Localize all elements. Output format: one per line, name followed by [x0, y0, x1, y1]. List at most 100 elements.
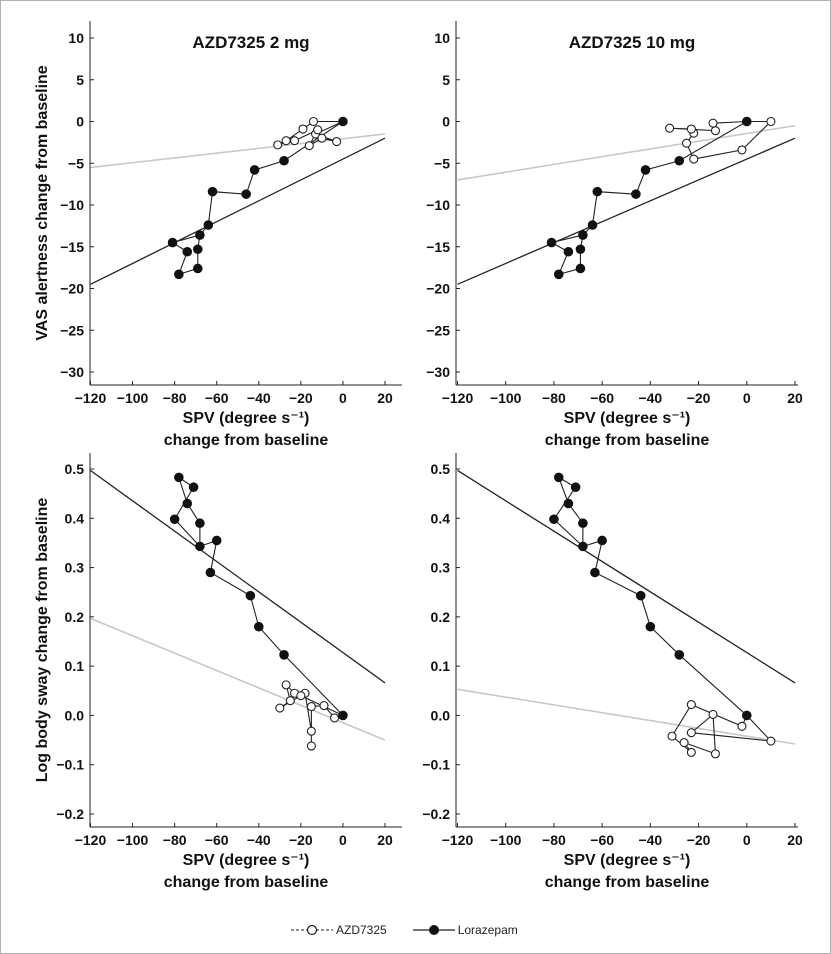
x-axis-label-line-2: change from baseline: [164, 874, 329, 891]
azd7325-point: [766, 736, 776, 746]
lorazepam-point: [174, 269, 184, 280]
lorazepam-point: [546, 237, 557, 248]
azd7325-point: [332, 136, 342, 147]
lorazepam-point: [279, 155, 289, 166]
lorazepam-point: [592, 186, 603, 197]
lorazepam-point: [645, 621, 656, 632]
y-tick-label: 5: [442, 72, 450, 88]
x-tick-label: −80: [163, 390, 187, 406]
regression-line-lorazepam: [457, 469, 796, 684]
x-tick-label: −100: [117, 390, 149, 406]
x-tick-label: −40: [638, 832, 662, 848]
azd7325-point: [686, 747, 696, 757]
x-tick-label: −40: [247, 390, 271, 406]
y-tick-label: 0.4: [431, 510, 451, 526]
lorazepam-point: [570, 482, 581, 493]
lorazepam-point: [578, 230, 588, 240]
y-tick-label: −5: [68, 155, 84, 171]
y-tick-label: 0: [76, 114, 84, 130]
x-tick-label: 0: [339, 832, 347, 848]
lorazepam-point: [211, 535, 222, 546]
azd7325-point: [317, 133, 327, 143]
lorazepam-point: [553, 269, 564, 280]
azd7325-point: [681, 138, 692, 148]
x-tick-label: 0: [339, 390, 347, 406]
legend-label-azd7325: AZD7325: [336, 923, 387, 937]
x-tick-label: −20: [687, 390, 711, 406]
y-tick-label: 0.1: [431, 658, 451, 674]
y-tick-label: −25: [60, 322, 84, 338]
azd7325-point: [306, 726, 316, 736]
x-axis-label: SPV (degree s⁻¹): [183, 410, 310, 427]
series-path-lorazepam: [553, 476, 748, 716]
regression-line-azd7325: [90, 617, 386, 741]
lorazepam-point: [182, 246, 193, 257]
x-tick-label: −20: [289, 390, 313, 406]
legend-item-azd7325: AZD7325: [291, 923, 387, 937]
regression-line-azd7325: [90, 133, 386, 169]
y-tick-label: 0.2: [431, 609, 451, 625]
x-axis-label-line-2: change from baseline: [545, 874, 710, 891]
lorazepam-point: [578, 541, 588, 552]
azd7325-point: [313, 125, 323, 135]
y-tick-label: −25: [426, 322, 450, 338]
y-tick-label: −15: [60, 239, 84, 255]
y-tick-label: 0.0: [65, 707, 85, 723]
lorazepam-point: [249, 165, 260, 175]
azd7325-point: [298, 124, 308, 134]
series-path-azd7325: [671, 703, 773, 755]
y-tick-label: −0.2: [56, 806, 84, 822]
x-tick-label: −120: [442, 390, 474, 406]
azd7325-point: [281, 680, 291, 690]
x-tick-label: −80: [542, 832, 566, 848]
azd7325-point: [308, 116, 319, 127]
y-tick-label: −30: [426, 364, 450, 380]
x-tick-label: −60: [590, 390, 614, 406]
lorazepam-point: [195, 518, 205, 529]
y-tick-label: 0.1: [65, 658, 85, 674]
azd7325-point: [686, 728, 696, 738]
azd7325-point: [665, 123, 675, 133]
azd7325-point: [737, 145, 747, 155]
lorazepam-point: [174, 472, 184, 483]
azd7325-point: [289, 136, 300, 146]
lorazepam-point: [549, 514, 559, 525]
x-tick-label: 20: [377, 390, 393, 406]
legend-item-lorazepam: Lorazepam: [412, 923, 518, 937]
lorazepam-point: [590, 567, 600, 578]
lorazepam-point: [338, 116, 348, 127]
y-tick-label: 0.5: [65, 461, 85, 477]
lorazepam-point: [279, 650, 289, 660]
azd7325-point: [766, 116, 776, 127]
lorazepam-point: [167, 237, 178, 248]
lorazepam-point: [674, 155, 685, 166]
azd7325-point: [667, 731, 677, 741]
regression-line-lorazepam: [90, 137, 386, 285]
y-tick-label: −0.1: [422, 757, 450, 773]
lorazepam-point: [338, 710, 348, 721]
azd7325-point: [710, 126, 720, 136]
panel-title: AZD7325 10 mg: [569, 33, 696, 52]
azd7325-point: [319, 701, 329, 711]
lorazepam-point: [169, 514, 180, 525]
azd7325-point: [304, 141, 314, 151]
y-tick-label: 0.2: [65, 609, 85, 625]
legend-filled-circle-marker-icon: [412, 925, 455, 935]
y-tick-label: 0: [442, 114, 450, 130]
lorazepam-point: [188, 482, 199, 493]
y-tick-label: 0.4: [65, 510, 85, 526]
x-tick-label: −20: [687, 832, 711, 848]
y-tick-label: −5: [434, 155, 450, 171]
x-tick-label: 0: [743, 390, 751, 406]
lorazepam-point: [563, 498, 574, 509]
x-tick-label: −120: [75, 832, 107, 848]
lorazepam-point: [640, 165, 651, 175]
y-tick-label: 5: [76, 72, 84, 88]
x-tick-label: 20: [787, 832, 803, 848]
y-tick-label: 0.5: [431, 461, 451, 477]
y-tick-label: 10: [434, 30, 450, 46]
lorazepam-point: [631, 189, 641, 199]
x-axis-label: SPV (degree s⁻¹): [564, 410, 691, 427]
lorazepam-point: [578, 518, 588, 529]
azd7325-point: [275, 703, 285, 713]
